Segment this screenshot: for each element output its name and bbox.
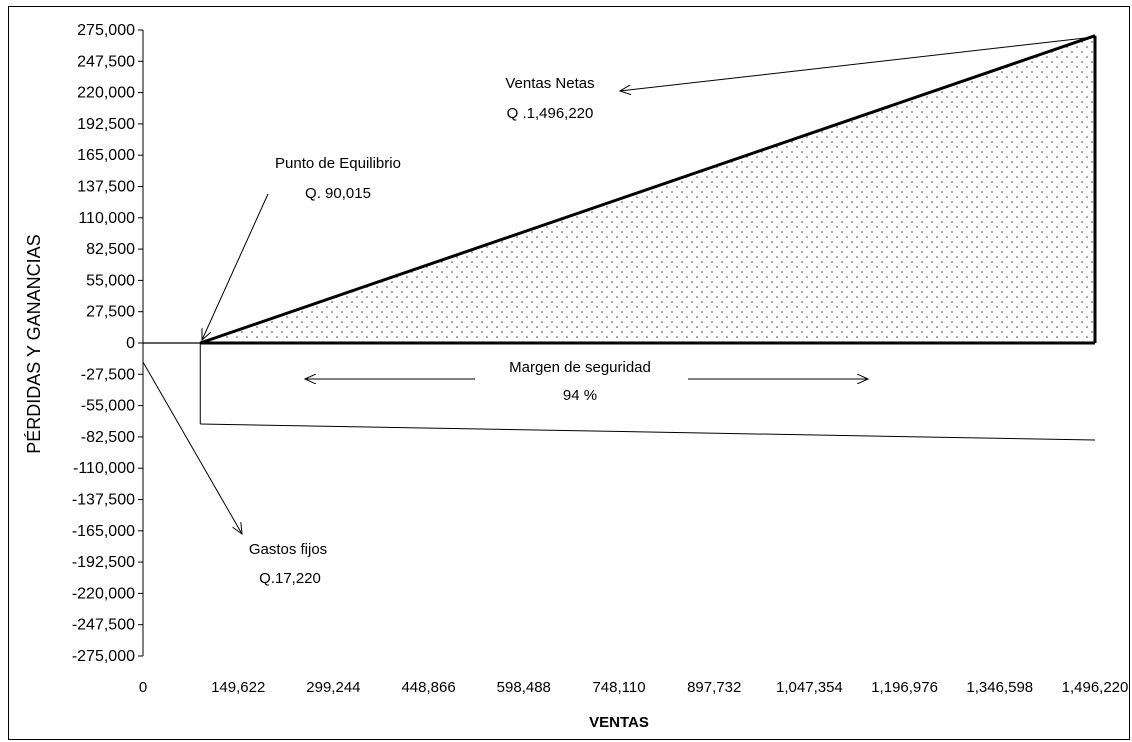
y-tick-label: 165,000 bbox=[77, 147, 135, 164]
x-tick-label: 0 bbox=[139, 679, 147, 696]
y-tick-label: -55,000 bbox=[81, 398, 135, 415]
y-tick-label: -27,500 bbox=[81, 366, 135, 383]
x-tick-label: 1,496,220 bbox=[1062, 679, 1129, 696]
x-tick-label: 149,622 bbox=[211, 679, 265, 696]
annotation-punto-equilibrio: Punto de Equilibrio Q. 90,015 bbox=[275, 155, 401, 202]
annotation-gastos-fijos-line2: Q.17,220 bbox=[259, 570, 321, 587]
x-tick-label: 1,196,976 bbox=[871, 679, 938, 696]
ventas-netas-pointer bbox=[620, 36, 1095, 91]
x-tick-label: 1,047,354 bbox=[776, 679, 843, 696]
y-tick-label: 55,000 bbox=[86, 272, 135, 289]
y-tick-label: 220,000 bbox=[77, 85, 135, 102]
annotation-ventas-netas: Ventas Netas Q .1,496,220 bbox=[505, 75, 594, 122]
y-tick-label: 137,500 bbox=[77, 179, 135, 196]
x-tick-label: 1,346,598 bbox=[966, 679, 1033, 696]
annotation-margen-seguridad: Margen de seguridad 94 % bbox=[509, 359, 651, 404]
y-tick-label: -165,000 bbox=[72, 523, 135, 540]
annotation-margen-seguridad-line1: Margen de seguridad bbox=[509, 359, 651, 376]
y-tick-label: 192,500 bbox=[77, 116, 135, 133]
annotation-gastos-fijos-line1: Gastos fijos bbox=[249, 541, 327, 558]
y-tick-label: 82,500 bbox=[86, 241, 135, 258]
gastos-fijos-pointer bbox=[142, 361, 242, 534]
y-axis-title: PÉRDIDAS Y GANANCIAS bbox=[24, 234, 44, 453]
y-tick-label: 247,500 bbox=[77, 53, 135, 70]
annotation-ventas-netas-line2: Q .1,496,220 bbox=[507, 105, 594, 122]
punto-equilibrio-pointer bbox=[202, 193, 269, 340]
y-tick-label: -110,000 bbox=[73, 460, 135, 477]
profit-line bbox=[199, 34, 1096, 345]
x-tick-label: 748,110 bbox=[592, 679, 645, 696]
x-tick-label: 598,488 bbox=[497, 679, 551, 696]
x-axis-title: VENTAS bbox=[589, 714, 649, 731]
x-tick-label: 897,732 bbox=[687, 679, 741, 696]
lower-line bbox=[200, 423, 1096, 441]
y-tick-label: -275,000 bbox=[72, 648, 135, 665]
y-tick-label: -82,500 bbox=[81, 429, 135, 446]
x-tick-label: 299,244 bbox=[306, 679, 360, 696]
annotation-punto-equilibrio-line1: Punto de Equilibrio bbox=[275, 155, 401, 172]
annotation-pointers bbox=[142, 36, 1095, 534]
y-tick-label: -220,000 bbox=[72, 585, 135, 602]
annotation-gastos-fijos: Gastos fijos Q.17,220 bbox=[249, 541, 327, 587]
y-tick-label: 110,000 bbox=[78, 210, 135, 227]
annotation-punto-equilibrio-line2: Q. 90,015 bbox=[305, 185, 371, 202]
y-tick-label: -192,500 bbox=[72, 554, 135, 571]
annotation-margen-seguridad-line2: 94 % bbox=[563, 387, 597, 404]
y-tick-label: -247,500 bbox=[72, 617, 135, 634]
annotation-ventas-netas-line1: Ventas Netas bbox=[505, 75, 594, 92]
y-tick-label: 275,000 bbox=[77, 22, 135, 39]
x-tick-label: 448,866 bbox=[401, 679, 455, 696]
y-tick-label: 27,500 bbox=[86, 304, 135, 321]
y-tick-label: 0 bbox=[126, 335, 135, 352]
y-tick-label: -137,500 bbox=[72, 492, 135, 509]
